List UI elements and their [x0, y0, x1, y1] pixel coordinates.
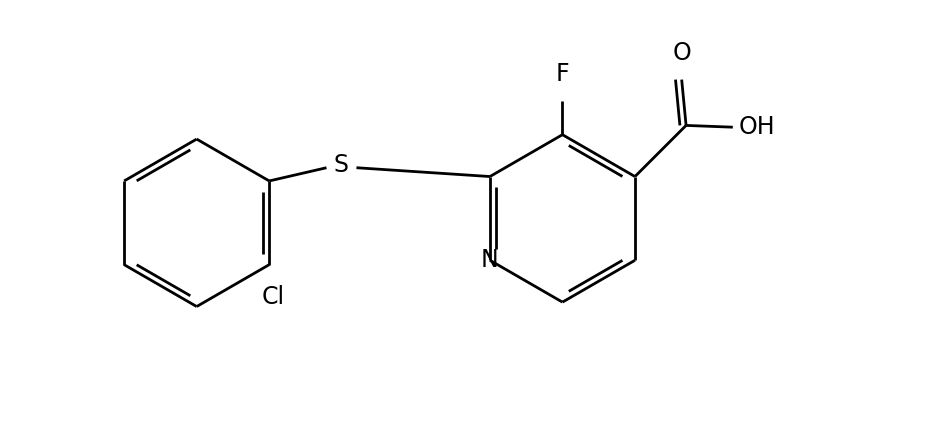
Text: O: O: [672, 42, 691, 65]
Text: S: S: [334, 153, 349, 177]
Text: OH: OH: [739, 115, 776, 139]
Text: F: F: [556, 62, 569, 86]
Text: N: N: [481, 248, 499, 272]
Text: Cl: Cl: [262, 285, 285, 309]
